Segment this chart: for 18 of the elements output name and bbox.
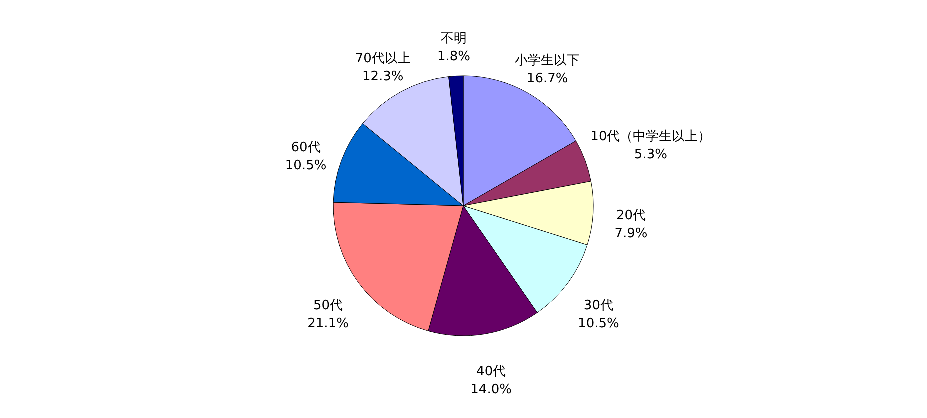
- slice-label: 40代: [476, 364, 506, 380]
- data-label: 21.1%: [308, 316, 349, 332]
- data-label: 10.5%: [285, 158, 327, 174]
- data-label: 14.0%: [470, 382, 512, 398]
- slice-label: 50代: [314, 298, 344, 314]
- slice-label: 20代: [616, 208, 646, 224]
- slice-label: 60代: [291, 140, 321, 156]
- data-label: 1.8%: [438, 49, 471, 64]
- slice-label: 30代: [584, 298, 614, 314]
- slice-label: 小学生以下: [515, 54, 580, 69]
- data-label: 12.3%: [362, 69, 404, 84]
- data-label: 5.3%: [634, 147, 668, 162]
- data-label: 7.9%: [614, 226, 648, 242]
- slice-label: 10代（中学生以上）: [590, 129, 712, 144]
- slice-label: 不明: [441, 31, 468, 46]
- data-label: 16.7%: [526, 72, 568, 87]
- slice-label: 70代以上: [355, 51, 411, 66]
- data-label: 10.5%: [578, 316, 620, 332]
